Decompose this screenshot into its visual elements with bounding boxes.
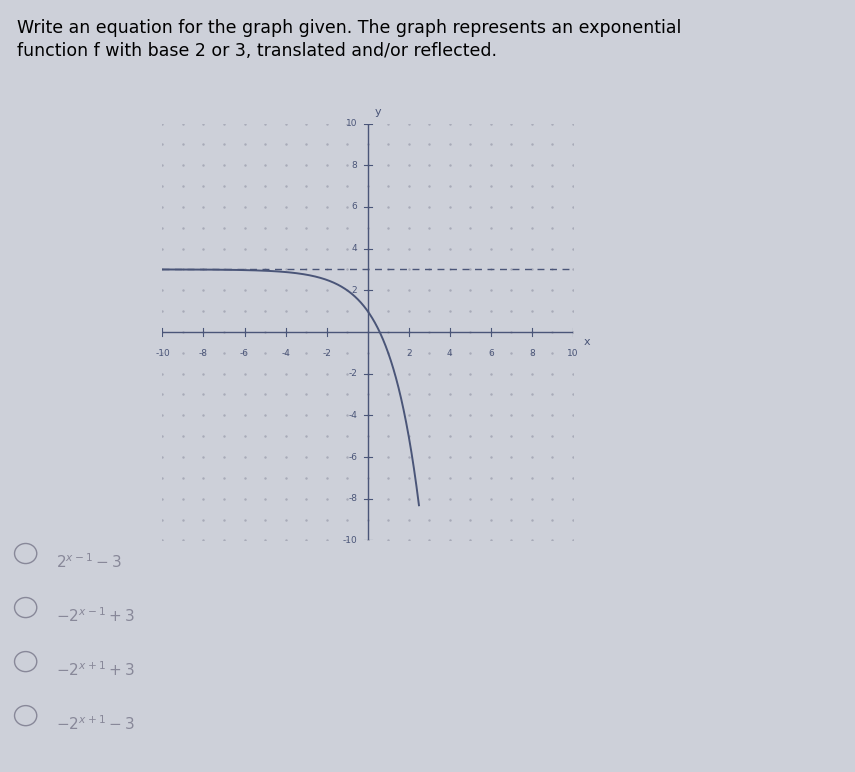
Text: 4: 4: [351, 244, 357, 253]
Text: $-2^{x-1}+3$: $-2^{x-1}+3$: [56, 606, 134, 625]
Text: 2: 2: [406, 349, 411, 357]
Text: 4: 4: [447, 349, 452, 357]
Text: -4: -4: [281, 349, 290, 357]
Text: -4: -4: [349, 411, 357, 420]
Text: -2: -2: [322, 349, 331, 357]
Text: Write an equation for the graph given. The graph represents an exponential: Write an equation for the graph given. T…: [17, 19, 681, 37]
Text: -2: -2: [349, 369, 357, 378]
Text: -6: -6: [348, 452, 357, 462]
Text: 8: 8: [529, 349, 534, 357]
Text: -8: -8: [348, 494, 357, 503]
Text: 8: 8: [351, 161, 357, 170]
Text: $-2^{x+1}+3$: $-2^{x+1}+3$: [56, 660, 134, 679]
Text: -10: -10: [343, 536, 357, 545]
Text: 2: 2: [351, 286, 357, 295]
Text: function f with base 2 or 3, translated and/or reflected.: function f with base 2 or 3, translated …: [17, 42, 497, 60]
Text: 10: 10: [346, 119, 357, 128]
Text: -10: -10: [155, 349, 170, 357]
Text: $2^{x-1}-3$: $2^{x-1}-3$: [56, 552, 121, 571]
Text: 6: 6: [351, 202, 357, 212]
Text: -8: -8: [199, 349, 208, 357]
Text: -6: -6: [240, 349, 249, 357]
Text: 6: 6: [488, 349, 493, 357]
Text: 10: 10: [567, 349, 579, 357]
Text: $-2^{x+1}-3$: $-2^{x+1}-3$: [56, 714, 134, 733]
Text: y: y: [374, 107, 381, 117]
Text: x: x: [584, 337, 591, 347]
